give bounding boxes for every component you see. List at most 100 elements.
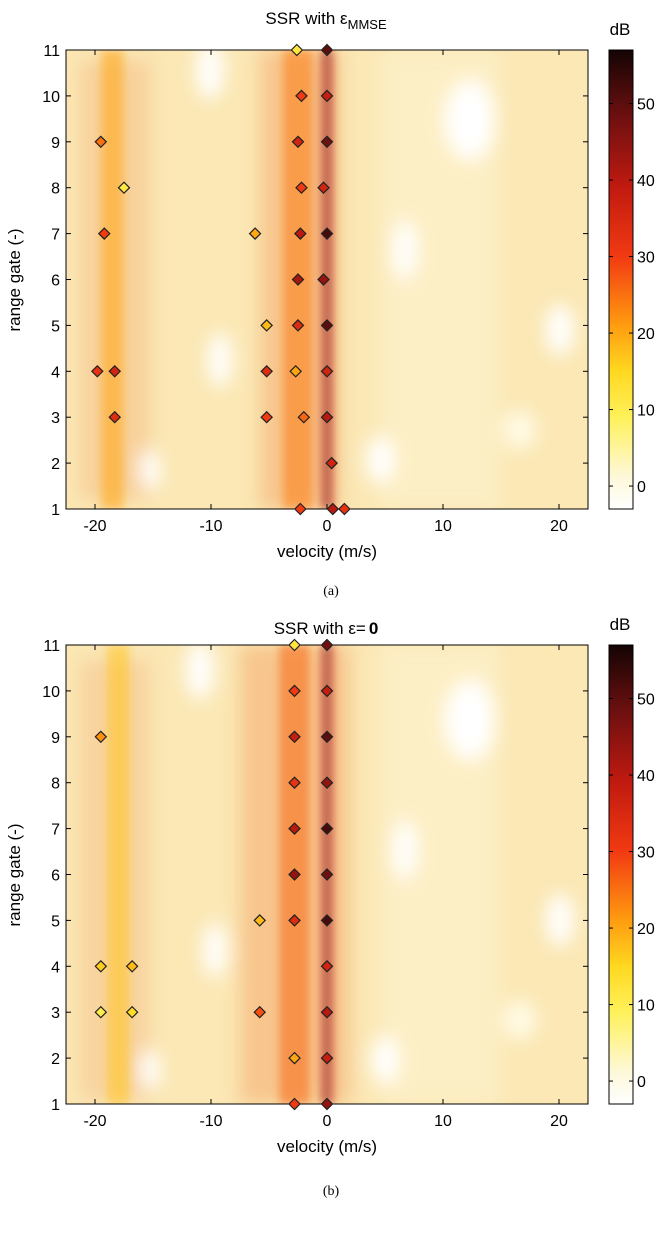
y-tick-label: 9: [51, 135, 60, 152]
detection-marker: [94, 135, 108, 149]
detection-marker: [248, 227, 262, 240]
colorbar-b: [608, 644, 634, 1105]
detection-marker: [289, 364, 303, 378]
x-axis-label-b: velocity (m/s): [277, 1137, 377, 1156]
detection-marker: [320, 868, 334, 881]
colorbar-tick-label: 30: [637, 845, 655, 862]
chart-title-a: SSR with εMMSE: [265, 9, 387, 32]
detection-marker: [320, 684, 334, 698]
colorbar-ticks-b: 0 10 20 30 40 50: [609, 692, 655, 1091]
detection-marker: [94, 1005, 108, 1019]
y-ticks-a: 1 2 3 4 5 6 7 8 9 10 11: [42, 43, 588, 519]
y-tick-label: 11: [43, 638, 60, 655]
chart-title-b: SSR with ε= 0: [274, 619, 379, 638]
detection-marker: [125, 1005, 139, 1019]
colorbar-ticks-a: 0 10 20 30 40 50: [609, 97, 655, 496]
detection-marker: [117, 181, 131, 195]
detection-marker: [288, 1051, 301, 1065]
detection-marker: [338, 502, 351, 516]
y-tick-label: 5: [51, 913, 60, 930]
detection-marker: [295, 181, 308, 195]
detection-marker: [288, 684, 301, 698]
detection-marker: [320, 776, 334, 790]
detection-marker: [97, 227, 111, 240]
y-tick-label: 6: [51, 273, 60, 290]
detection-marker: [291, 135, 305, 149]
colorbar-tick-label: 0: [637, 479, 646, 496]
detection-marker: [288, 822, 301, 835]
detection-marker: [253, 914, 267, 927]
x-tick-label: -20: [83, 1113, 106, 1130]
x-tick-label: 0: [323, 518, 332, 535]
detection-marker: [320, 227, 334, 240]
x-tick-label: 20: [550, 518, 568, 535]
detection-marker: [288, 730, 301, 744]
detection-marker: [320, 959, 334, 973]
colorbar-a: [608, 49, 634, 510]
colorbar-label-a: dB: [610, 20, 631, 39]
ridge-band: [107, 645, 130, 1104]
detection-marker: [290, 43, 304, 57]
detection-marker: [288, 638, 301, 652]
detection-marker: [320, 319, 334, 332]
detection-marker: [317, 273, 330, 286]
y-tick-label: 10: [42, 684, 60, 701]
detection-marker: [291, 273, 305, 286]
colorbar-tick-label: 30: [637, 250, 655, 267]
detection-marker: [320, 364, 334, 378]
x-ticks-a: -20 -10 0 10 20: [83, 50, 568, 535]
detection-marker: [288, 776, 301, 790]
colorbar-tick-label: 40: [637, 173, 655, 190]
y-tick-label: 1: [51, 502, 60, 519]
panel-b: SSR with ε= 0 -20 -10 0 10 20 1 2 3 4 5 6 7 8 9 10 11: [5, 615, 655, 1199]
detection-marker: [320, 730, 334, 744]
markers-b: [94, 638, 334, 1111]
x-tick-label: 0: [323, 1113, 332, 1130]
detection-marker: [288, 868, 301, 881]
colorbar-tick-label: 10: [637, 403, 655, 420]
detection-marker: [320, 410, 334, 424]
x-axis-label-a: velocity (m/s): [277, 542, 377, 561]
colorbar-tick-label: 40: [637, 768, 655, 785]
y-tick-label: 4: [51, 364, 60, 381]
detection-marker: [291, 319, 305, 332]
ridge-band: [101, 50, 124, 509]
colorbar-tick-label: 20: [637, 921, 655, 938]
y-tick-label: 7: [51, 822, 60, 839]
x-tick-label: -10: [199, 518, 222, 535]
heatmap-field-a: [66, 50, 588, 509]
y-tick-label: 2: [51, 1051, 60, 1068]
y-tick-label: 1: [51, 1097, 60, 1114]
detection-marker: [317, 181, 330, 195]
y-axis-label-b: range gate (-): [5, 824, 24, 927]
detection-marker: [320, 135, 334, 149]
detection-marker: [288, 1097, 301, 1111]
detection-marker: [108, 410, 122, 424]
colorbar-tick-label: 0: [637, 1074, 646, 1091]
y-tick-label: 3: [51, 410, 60, 427]
x-tick-label: 10: [434, 518, 452, 535]
x-tick-label: -10: [199, 1113, 222, 1130]
detection-marker: [297, 410, 311, 424]
ridges-a: [101, 50, 334, 509]
detection-marker: [295, 89, 308, 103]
x-ticks-b: -20 -10 0 10 20: [83, 645, 568, 1130]
detection-marker: [325, 456, 338, 470]
y-tick-label: 10: [42, 89, 60, 106]
detection-marker: [320, 914, 334, 927]
detection-marker: [125, 959, 139, 973]
x-tick-label: 10: [434, 1113, 452, 1130]
detection-marker: [94, 959, 108, 973]
x-tick-label: 20: [550, 1113, 568, 1130]
colorbar-tick-label: 20: [637, 326, 655, 343]
detection-marker: [320, 43, 334, 57]
detection-marker: [320, 1097, 334, 1111]
detection-marker: [320, 1051, 334, 1065]
detection-marker: [94, 730, 108, 744]
detection-marker: [260, 364, 274, 378]
detection-marker: [108, 364, 122, 378]
y-tick-label: 2: [51, 456, 60, 473]
detection-marker: [326, 502, 340, 516]
detection-marker: [320, 638, 334, 652]
